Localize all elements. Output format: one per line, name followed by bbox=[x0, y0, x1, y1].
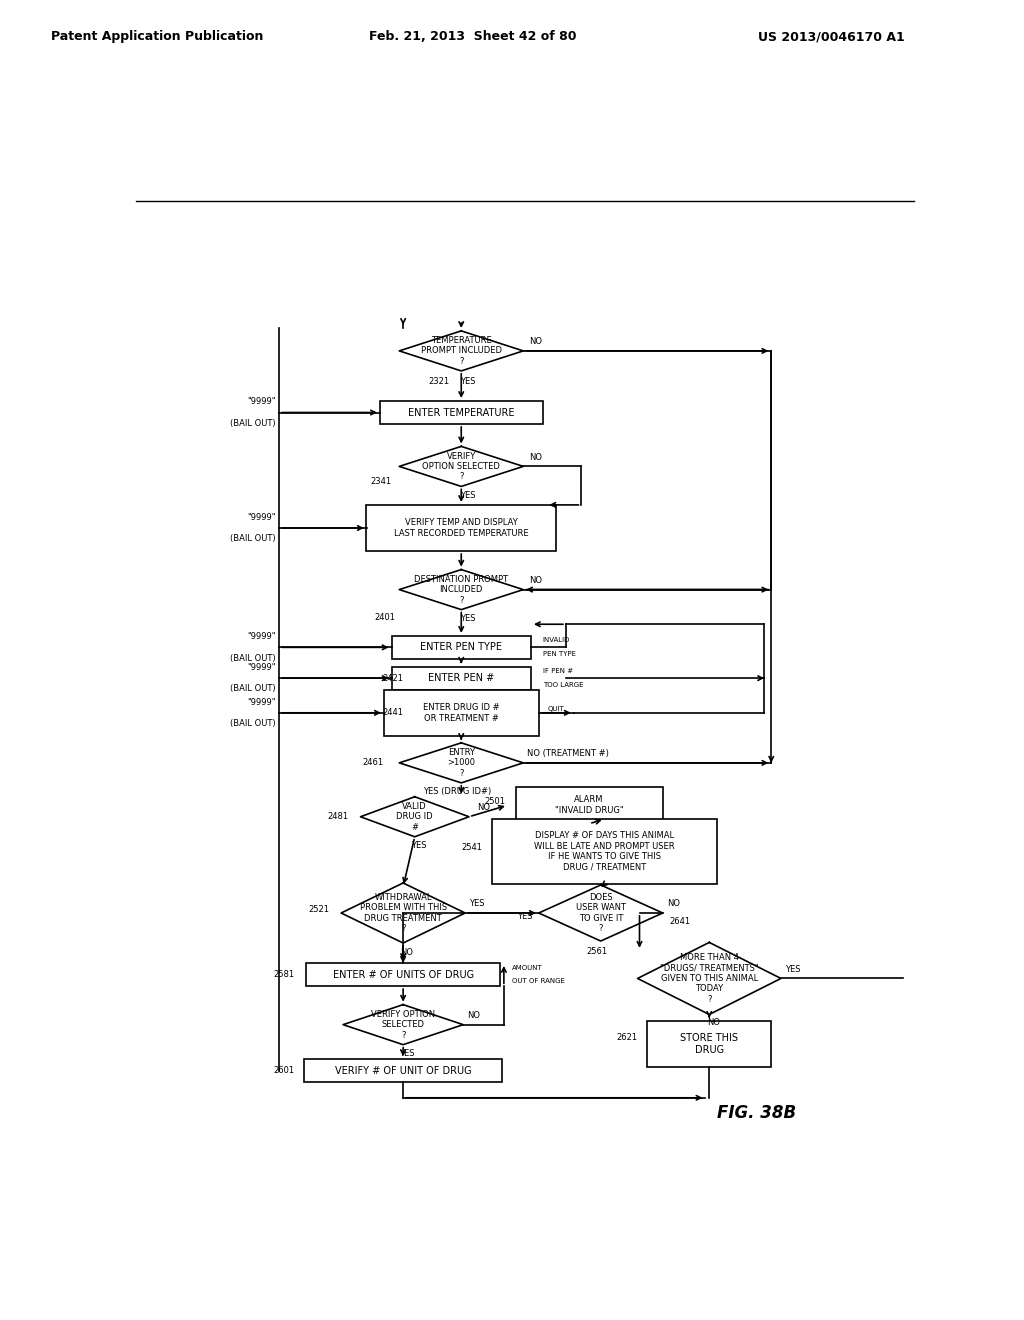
Text: YES: YES bbox=[411, 841, 426, 850]
Text: 2621: 2621 bbox=[616, 1034, 638, 1043]
FancyBboxPatch shape bbox=[647, 1020, 771, 1067]
Text: YES: YES bbox=[517, 912, 532, 921]
Text: ENTER PEN #: ENTER PEN # bbox=[428, 673, 495, 684]
Text: NO: NO bbox=[529, 576, 543, 585]
Text: 2481: 2481 bbox=[328, 812, 349, 821]
Text: NO (TREATMENT #): NO (TREATMENT #) bbox=[527, 750, 609, 758]
Text: NO: NO bbox=[400, 948, 414, 957]
Text: YES: YES bbox=[399, 1048, 415, 1057]
Text: 2441: 2441 bbox=[382, 709, 403, 717]
Text: YES: YES bbox=[460, 614, 475, 623]
Text: 2341: 2341 bbox=[371, 478, 391, 486]
FancyBboxPatch shape bbox=[391, 667, 531, 689]
Text: "9999": "9999" bbox=[247, 513, 275, 521]
Text: (BAIL OUT): (BAIL OUT) bbox=[229, 719, 275, 727]
Text: NO: NO bbox=[529, 338, 543, 346]
Text: STORE THIS
DRUG: STORE THIS DRUG bbox=[680, 1034, 738, 1055]
FancyBboxPatch shape bbox=[367, 506, 556, 552]
Text: YES: YES bbox=[460, 491, 475, 500]
FancyBboxPatch shape bbox=[380, 401, 543, 424]
Text: ENTER PEN TYPE: ENTER PEN TYPE bbox=[420, 643, 502, 652]
Text: NO: NO bbox=[529, 453, 543, 462]
Text: "9999": "9999" bbox=[247, 663, 275, 672]
Text: 2541: 2541 bbox=[461, 843, 482, 851]
Text: VERIFY # OF UNIT OF DRUG: VERIFY # OF UNIT OF DRUG bbox=[335, 1065, 471, 1076]
Text: ENTER DRUG ID #
OR TREATMENT #: ENTER DRUG ID # OR TREATMENT # bbox=[423, 704, 500, 722]
Text: "9999": "9999" bbox=[247, 397, 275, 407]
Text: 2601: 2601 bbox=[273, 1067, 295, 1076]
Text: Patent Application Publication: Patent Application Publication bbox=[51, 30, 263, 44]
Text: QUIT: QUIT bbox=[548, 706, 565, 711]
Text: OUT OF RANGE: OUT OF RANGE bbox=[512, 978, 564, 985]
Text: DESTINATION PROMPT
INCLUDED
?: DESTINATION PROMPT INCLUDED ? bbox=[414, 574, 508, 605]
Text: (BAIL OUT): (BAIL OUT) bbox=[229, 535, 275, 543]
Text: VALID
DRUG ID
#: VALID DRUG ID # bbox=[396, 801, 433, 832]
Text: ENTER # OF UNITS OF DRUG: ENTER # OF UNITS OF DRUG bbox=[333, 970, 474, 979]
Text: INVALID: INVALID bbox=[543, 636, 570, 643]
Text: 2501: 2501 bbox=[484, 797, 506, 805]
Text: YES: YES bbox=[785, 965, 801, 974]
Text: NO: NO bbox=[667, 899, 680, 908]
Text: "9999": "9999" bbox=[247, 632, 275, 642]
Text: NO: NO bbox=[707, 1019, 720, 1027]
Text: MORE THAN 4
"DRUGS/ TREATMENTS"
GIVEN TO THIS ANIMAL
TODAY
?: MORE THAN 4 "DRUGS/ TREATMENTS" GIVEN TO… bbox=[659, 953, 759, 1003]
Text: 2401: 2401 bbox=[375, 612, 395, 622]
Text: 2521: 2521 bbox=[308, 904, 330, 913]
Text: IF PEN #: IF PEN # bbox=[543, 668, 572, 675]
Text: AMOUNT: AMOUNT bbox=[512, 965, 543, 970]
Text: YES: YES bbox=[460, 378, 475, 385]
Text: NO: NO bbox=[467, 1011, 479, 1020]
Text: ALARM
"INVALID DRUG": ALARM "INVALID DRUG" bbox=[555, 796, 624, 814]
Text: 2561: 2561 bbox=[587, 946, 607, 956]
Text: NO: NO bbox=[477, 803, 489, 812]
Text: TEMPERATURE
PROMPT INCLUDED
?: TEMPERATURE PROMPT INCLUDED ? bbox=[421, 337, 502, 366]
Text: 2461: 2461 bbox=[362, 759, 384, 767]
Text: WITHDRAWAL
PROBLEM WITH THIS
DRUG TREATMENT
?: WITHDRAWAL PROBLEM WITH THIS DRUG TREATM… bbox=[359, 892, 446, 933]
FancyBboxPatch shape bbox=[515, 787, 663, 824]
Text: Feb. 21, 2013  Sheet 42 of 80: Feb. 21, 2013 Sheet 42 of 80 bbox=[369, 30, 577, 44]
Text: YES (DRUG ID#): YES (DRUG ID#) bbox=[423, 788, 492, 796]
Text: (BAIL OUT): (BAIL OUT) bbox=[229, 418, 275, 428]
FancyBboxPatch shape bbox=[391, 636, 531, 659]
Text: ENTRY
>1000
?: ENTRY >1000 ? bbox=[447, 748, 475, 777]
Text: PEN TYPE: PEN TYPE bbox=[543, 651, 575, 657]
Text: US 2013/0046170 A1: US 2013/0046170 A1 bbox=[758, 30, 904, 44]
Text: DISPLAY # OF DAYS THIS ANIMAL
WILL BE LATE AND PROMPT USER
IF HE WANTS TO GIVE T: DISPLAY # OF DAYS THIS ANIMAL WILL BE LA… bbox=[535, 832, 675, 871]
FancyBboxPatch shape bbox=[384, 689, 539, 737]
Text: ENTER TEMPERATURE: ENTER TEMPERATURE bbox=[408, 408, 514, 417]
Text: 2421: 2421 bbox=[382, 673, 403, 682]
Text: "9999": "9999" bbox=[247, 698, 275, 706]
Text: (BAIL OUT): (BAIL OUT) bbox=[229, 684, 275, 693]
Text: YES: YES bbox=[469, 899, 484, 908]
FancyBboxPatch shape bbox=[304, 1059, 502, 1082]
Text: TOO LARGE: TOO LARGE bbox=[543, 682, 583, 688]
Text: 2641: 2641 bbox=[669, 917, 690, 925]
Text: DOES
USER WANT
TO GIVE IT
?: DOES USER WANT TO GIVE IT ? bbox=[575, 892, 626, 933]
FancyBboxPatch shape bbox=[493, 818, 717, 884]
Text: VERIFY TEMP AND DISPLAY
LAST RECORDED TEMPERATURE: VERIFY TEMP AND DISPLAY LAST RECORDED TE… bbox=[394, 519, 528, 537]
Text: (BAIL OUT): (BAIL OUT) bbox=[229, 653, 275, 663]
Text: 2581: 2581 bbox=[273, 970, 295, 979]
FancyBboxPatch shape bbox=[306, 964, 500, 986]
Text: VERIFY
OPTION SELECTED
?: VERIFY OPTION SELECTED ? bbox=[422, 451, 500, 482]
Text: 2321: 2321 bbox=[428, 378, 450, 385]
Text: VERIFY OPTION
SELECTED
?: VERIFY OPTION SELECTED ? bbox=[371, 1010, 435, 1040]
Text: FIG. 38B: FIG. 38B bbox=[717, 1105, 796, 1122]
